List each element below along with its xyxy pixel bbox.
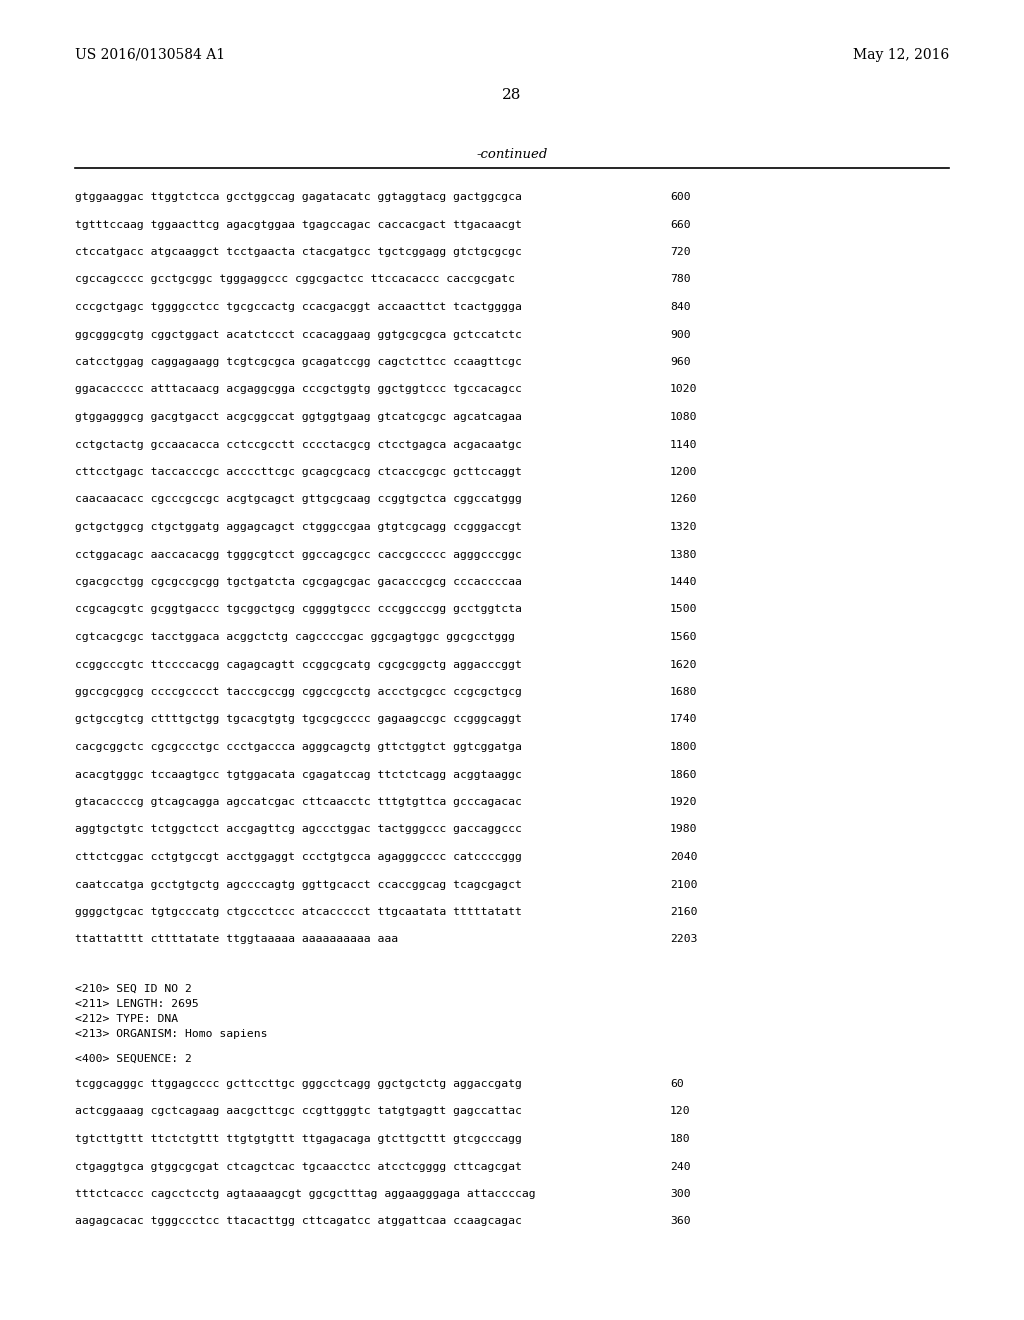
Text: gtggaaggac ttggtctcca gcctggccag gagatacatc ggtaggtacg gactggcgca: gtggaaggac ttggtctcca gcctggccag gagatac… [75, 191, 522, 202]
Text: ccgcagcgtc gcggtgaccc tgcggctgcg cggggtgccc cccggcccgg gcctggtcta: ccgcagcgtc gcggtgaccc tgcggctgcg cggggtg… [75, 605, 522, 615]
Text: 960: 960 [670, 356, 690, 367]
Text: ctgaggtgca gtggcgcgat ctcagctcac tgcaacctcc atcctcgggg cttcagcgat: ctgaggtgca gtggcgcgat ctcagctcac tgcaacc… [75, 1162, 522, 1172]
Text: -continued: -continued [476, 148, 548, 161]
Text: 2100: 2100 [670, 879, 697, 890]
Text: tgtcttgttt ttctctgttt ttgtgtgttt ttgagacaga gtcttgcttt gtcgcccagg: tgtcttgttt ttctctgttt ttgtgtgttt ttgagac… [75, 1134, 522, 1144]
Text: 1020: 1020 [670, 384, 697, 395]
Text: cccgctgagc tggggcctcc tgcgccactg ccacgacggt accaacttct tcactgggga: cccgctgagc tggggcctcc tgcgccactg ccacgac… [75, 302, 522, 312]
Text: 1080: 1080 [670, 412, 697, 422]
Text: aggtgctgtc tctggctcct accgagttcg agccctggac tactgggccc gaccaggccc: aggtgctgtc tctggctcct accgagttcg agccctg… [75, 825, 522, 834]
Text: cgccagcccc gcctgcggc tgggaggccc cggcgactcc ttccacaccc caccgcgatc: cgccagcccc gcctgcggc tgggaggccc cggcgact… [75, 275, 515, 285]
Text: caacaacacc cgcccgccgc acgtgcagct gttgcgcaag ccggtgctca cggccatggg: caacaacacc cgcccgccgc acgtgcagct gttgcgc… [75, 495, 522, 504]
Text: 1200: 1200 [670, 467, 697, 477]
Text: caatccatga gcctgtgctg agccccagtg ggttgcacct ccaccggcag tcagcgagct: caatccatga gcctgtgctg agccccagtg ggttgca… [75, 879, 522, 890]
Text: ggccgcggcg ccccgcccct tacccgccgg cggccgcctg accctgcgcc ccgcgctgcg: ggccgcggcg ccccgcccct tacccgccgg cggccgc… [75, 686, 522, 697]
Text: 1440: 1440 [670, 577, 697, 587]
Text: 1380: 1380 [670, 549, 697, 560]
Text: 780: 780 [670, 275, 690, 285]
Text: <400> SEQUENCE: 2: <400> SEQUENCE: 2 [75, 1053, 191, 1064]
Text: 1860: 1860 [670, 770, 697, 780]
Text: ttattatttt cttttatate ttggtaaaaa aaaaaaaaaa aaa: ttattatttt cttttatate ttggtaaaaa aaaaaaa… [75, 935, 398, 945]
Text: 600: 600 [670, 191, 690, 202]
Text: 1560: 1560 [670, 632, 697, 642]
Text: May 12, 2016: May 12, 2016 [853, 48, 949, 62]
Text: aagagcacac tgggccctcc ttacacttgg cttcagatcc atggattcaa ccaagcagac: aagagcacac tgggccctcc ttacacttgg cttcaga… [75, 1217, 522, 1226]
Text: 60: 60 [670, 1078, 684, 1089]
Text: ggcgggcgtg cggctggact acatctccct ccacaggaag ggtgcgcgca gctccatctc: ggcgggcgtg cggctggact acatctccct ccacagg… [75, 330, 522, 339]
Text: cctgctactg gccaacacca cctccgcctt cccctacgcg ctcctgagca acgacaatgc: cctgctactg gccaacacca cctccgcctt cccctac… [75, 440, 522, 450]
Text: 1320: 1320 [670, 521, 697, 532]
Text: catcctggag caggagaagg tcgtcgcgca gcagatccgg cagctcttcc ccaagttcgc: catcctggag caggagaagg tcgtcgcgca gcagatc… [75, 356, 522, 367]
Text: 720: 720 [670, 247, 690, 257]
Text: 1980: 1980 [670, 825, 697, 834]
Text: cacgcggctc cgcgccctgc ccctgaccca agggcagctg gttctggtct ggtcggatga: cacgcggctc cgcgccctgc ccctgaccca agggcag… [75, 742, 522, 752]
Text: cctggacagc aaccacacgg tgggcgtcct ggccagcgcc caccgccccc agggcccggc: cctggacagc aaccacacgg tgggcgtcct ggccagc… [75, 549, 522, 560]
Text: 1140: 1140 [670, 440, 697, 450]
Text: 180: 180 [670, 1134, 690, 1144]
Text: ctccatgacc atgcaaggct tcctgaacta ctacgatgcc tgctcggagg gtctgcgcgc: ctccatgacc atgcaaggct tcctgaacta ctacgat… [75, 247, 522, 257]
Text: <213> ORGANISM: Homo sapiens: <213> ORGANISM: Homo sapiens [75, 1030, 267, 1039]
Text: US 2016/0130584 A1: US 2016/0130584 A1 [75, 48, 225, 62]
Text: actcggaaag cgctcagaag aacgcttcgc ccgttgggtc tatgtgagtt gagccattac: actcggaaag cgctcagaag aacgcttcgc ccgttgg… [75, 1106, 522, 1117]
Text: acacgtgggc tccaagtgcc tgtggacata cgagatccag ttctctcagg acggtaaggc: acacgtgggc tccaagtgcc tgtggacata cgagatc… [75, 770, 522, 780]
Text: 300: 300 [670, 1189, 690, 1199]
Text: 660: 660 [670, 219, 690, 230]
Text: <212> TYPE: DNA: <212> TYPE: DNA [75, 1014, 178, 1024]
Text: 120: 120 [670, 1106, 690, 1117]
Text: 1620: 1620 [670, 660, 697, 669]
Text: 360: 360 [670, 1217, 690, 1226]
Text: 1680: 1680 [670, 686, 697, 697]
Text: gctgctggcg ctgctggatg aggagcagct ctgggccgaa gtgtcgcagg ccgggaccgt: gctgctggcg ctgctggatg aggagcagct ctgggcc… [75, 521, 522, 532]
Text: 900: 900 [670, 330, 690, 339]
Text: cgacgcctgg cgcgccgcgg tgctgatcta cgcgagcgac gacacccgcg cccaccccaa: cgacgcctgg cgcgccgcgg tgctgatcta cgcgagc… [75, 577, 522, 587]
Text: ggacaccccc atttacaacg acgaggcgga cccgctggtg ggctggtccc tgccacagcc: ggacaccccc atttacaacg acgaggcgga cccgctg… [75, 384, 522, 395]
Text: tttctcaccc cagcctcctg agtaaaagcgt ggcgctttag aggaagggaga attaccccag: tttctcaccc cagcctcctg agtaaaagcgt ggcgct… [75, 1189, 536, 1199]
Text: tgtttccaag tggaacttcg agacgtggaa tgagccagac caccacgact ttgacaacgt: tgtttccaag tggaacttcg agacgtggaa tgagcca… [75, 219, 522, 230]
Text: 1260: 1260 [670, 495, 697, 504]
Text: 2203: 2203 [670, 935, 697, 945]
Text: 1800: 1800 [670, 742, 697, 752]
Text: cttctcggac cctgtgccgt acctggaggt ccctgtgcca agagggcccc catccccggg: cttctcggac cctgtgccgt acctggaggt ccctgtg… [75, 851, 522, 862]
Text: 2160: 2160 [670, 907, 697, 917]
Text: gtacaccccg gtcagcagga agccatcgac cttcaacctc tttgtgttca gcccagacac: gtacaccccg gtcagcagga agccatcgac cttcaac… [75, 797, 522, 807]
Text: cgtcacgcgc tacctggaca acggctctg cagccccgac ggcgagtggc ggcgcctggg: cgtcacgcgc tacctggaca acggctctg cagccccg… [75, 632, 515, 642]
Text: 1740: 1740 [670, 714, 697, 725]
Text: 840: 840 [670, 302, 690, 312]
Text: 1920: 1920 [670, 797, 697, 807]
Text: 1500: 1500 [670, 605, 697, 615]
Text: tcggcagggc ttggagcccc gcttccttgc gggcctcagg ggctgctctg aggaccgatg: tcggcagggc ttggagcccc gcttccttgc gggcctc… [75, 1078, 522, 1089]
Text: cttcctgagc taccacccgc accccttcgc gcagcgcacg ctcaccgcgc gcttccaggt: cttcctgagc taccacccgc accccttcgc gcagcgc… [75, 467, 522, 477]
Text: ggggctgcac tgtgcccatg ctgccctccc atcaccccct ttgcaatata tttttatatt: ggggctgcac tgtgcccatg ctgccctccc atcaccc… [75, 907, 522, 917]
Text: ccggcccgtc ttccccacgg cagagcagtt ccggcgcatg cgcgcggctg aggacccggt: ccggcccgtc ttccccacgg cagagcagtt ccggcgc… [75, 660, 522, 669]
Text: 28: 28 [503, 88, 521, 102]
Text: 240: 240 [670, 1162, 690, 1172]
Text: <210> SEQ ID NO 2: <210> SEQ ID NO 2 [75, 983, 191, 994]
Text: <211> LENGTH: 2695: <211> LENGTH: 2695 [75, 999, 199, 1008]
Text: gctgccgtcg cttttgctgg tgcacgtgtg tgcgcgcccc gagaagccgc ccgggcaggt: gctgccgtcg cttttgctgg tgcacgtgtg tgcgcgc… [75, 714, 522, 725]
Text: 2040: 2040 [670, 851, 697, 862]
Text: gtggagggcg gacgtgacct acgcggccat ggtggtgaag gtcatcgcgc agcatcagaa: gtggagggcg gacgtgacct acgcggccat ggtggtg… [75, 412, 522, 422]
